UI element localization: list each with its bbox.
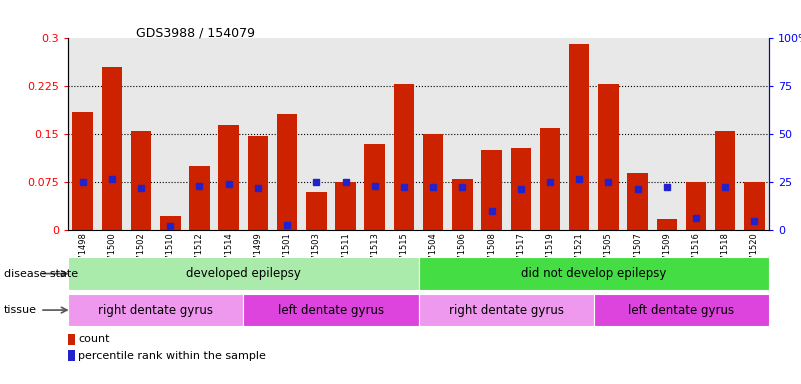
Bar (418, 294, 594, 326)
Text: right dentate gyrus: right dentate gyrus (449, 304, 564, 316)
Bar (68, 294, 244, 326)
Text: tissue: tissue (4, 305, 37, 315)
Bar (394, 84, 414, 230)
Bar (72, 112, 93, 230)
Bar (657, 219, 677, 230)
Text: developed epilepsy: developed epilepsy (186, 267, 300, 280)
Bar (594, 294, 769, 326)
Bar (423, 134, 443, 230)
Text: left dentate gyrus: left dentate gyrus (628, 304, 735, 316)
Text: left dentate gyrus: left dentate gyrus (278, 304, 384, 316)
Bar (102, 67, 122, 230)
Bar (481, 151, 501, 230)
Bar (569, 43, 590, 230)
Bar (68, 333, 75, 345)
Text: GDS3988 / 154079: GDS3988 / 154079 (136, 27, 256, 40)
Bar (219, 125, 239, 230)
Bar (68, 257, 418, 290)
Bar (336, 182, 356, 230)
Bar (277, 114, 297, 230)
Bar (68, 350, 75, 361)
Bar (540, 128, 560, 230)
Bar (306, 192, 327, 230)
Bar (510, 149, 531, 230)
Text: count: count (78, 334, 110, 344)
Text: did not develop epilepsy: did not develop epilepsy (521, 267, 666, 280)
Bar (248, 136, 268, 230)
Bar (452, 179, 473, 230)
Text: percentile rank within the sample: percentile rank within the sample (78, 351, 266, 361)
Bar (744, 182, 765, 230)
Bar (189, 166, 210, 230)
Bar (364, 144, 385, 230)
Bar (244, 294, 418, 326)
Bar (418, 257, 769, 290)
Bar (715, 131, 735, 230)
Bar (160, 216, 180, 230)
Bar (627, 173, 648, 230)
Bar (131, 131, 151, 230)
Bar (686, 182, 706, 230)
Text: right dentate gyrus: right dentate gyrus (99, 304, 213, 316)
Text: disease state: disease state (4, 268, 78, 279)
Bar (598, 84, 618, 230)
